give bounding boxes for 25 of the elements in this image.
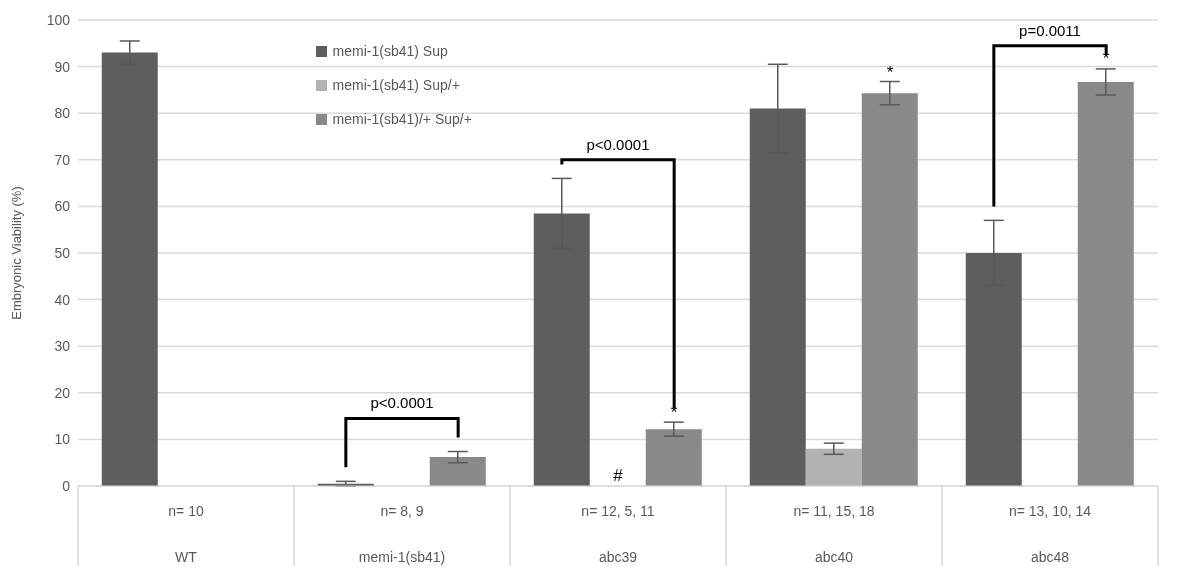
legend-label: memi-1(sb41) Sup/+: [332, 76, 460, 95]
legend-label: memi-1(sb41)/+ Sup/+: [332, 110, 472, 129]
category-label: n= 12, 5, 11 abc39: [581, 503, 655, 565]
category-label: n= 13, 10, 14 abc48: [1008, 503, 1092, 565]
y-tick-label: 100: [46, 11, 71, 28]
y-tick-label: 10: [54, 431, 71, 448]
y-tick-label: 90: [54, 58, 71, 75]
y-tick-label: 30: [54, 338, 71, 355]
annotation: p=0.0011: [1019, 21, 1081, 39]
y-tick-label: 70: [54, 151, 71, 168]
annotation: p<0.0001: [370, 394, 434, 412]
category-label: n= 8, 9 memi-1(sb41): [358, 503, 446, 565]
annotation: p<0.0001: [586, 135, 650, 153]
y-tick-label: 0: [62, 477, 71, 494]
category-label: n= 11, 15, 18 abc40: [793, 503, 875, 565]
y-tick-label: 50: [54, 244, 71, 261]
category-label: n= 10 WT: [168, 503, 204, 565]
y-tick-label: 20: [54, 384, 71, 401]
y-tick-label: 60: [54, 198, 71, 215]
legend-label: memi-1(sb41) Sup: [332, 42, 448, 61]
y-axis-title: Embryonic Viability (%): [8, 186, 24, 320]
y-tick-label: 80: [54, 105, 71, 122]
annotation: *: [886, 63, 894, 83]
annotation: #: [613, 466, 624, 486]
y-tick-label: 40: [54, 291, 71, 308]
